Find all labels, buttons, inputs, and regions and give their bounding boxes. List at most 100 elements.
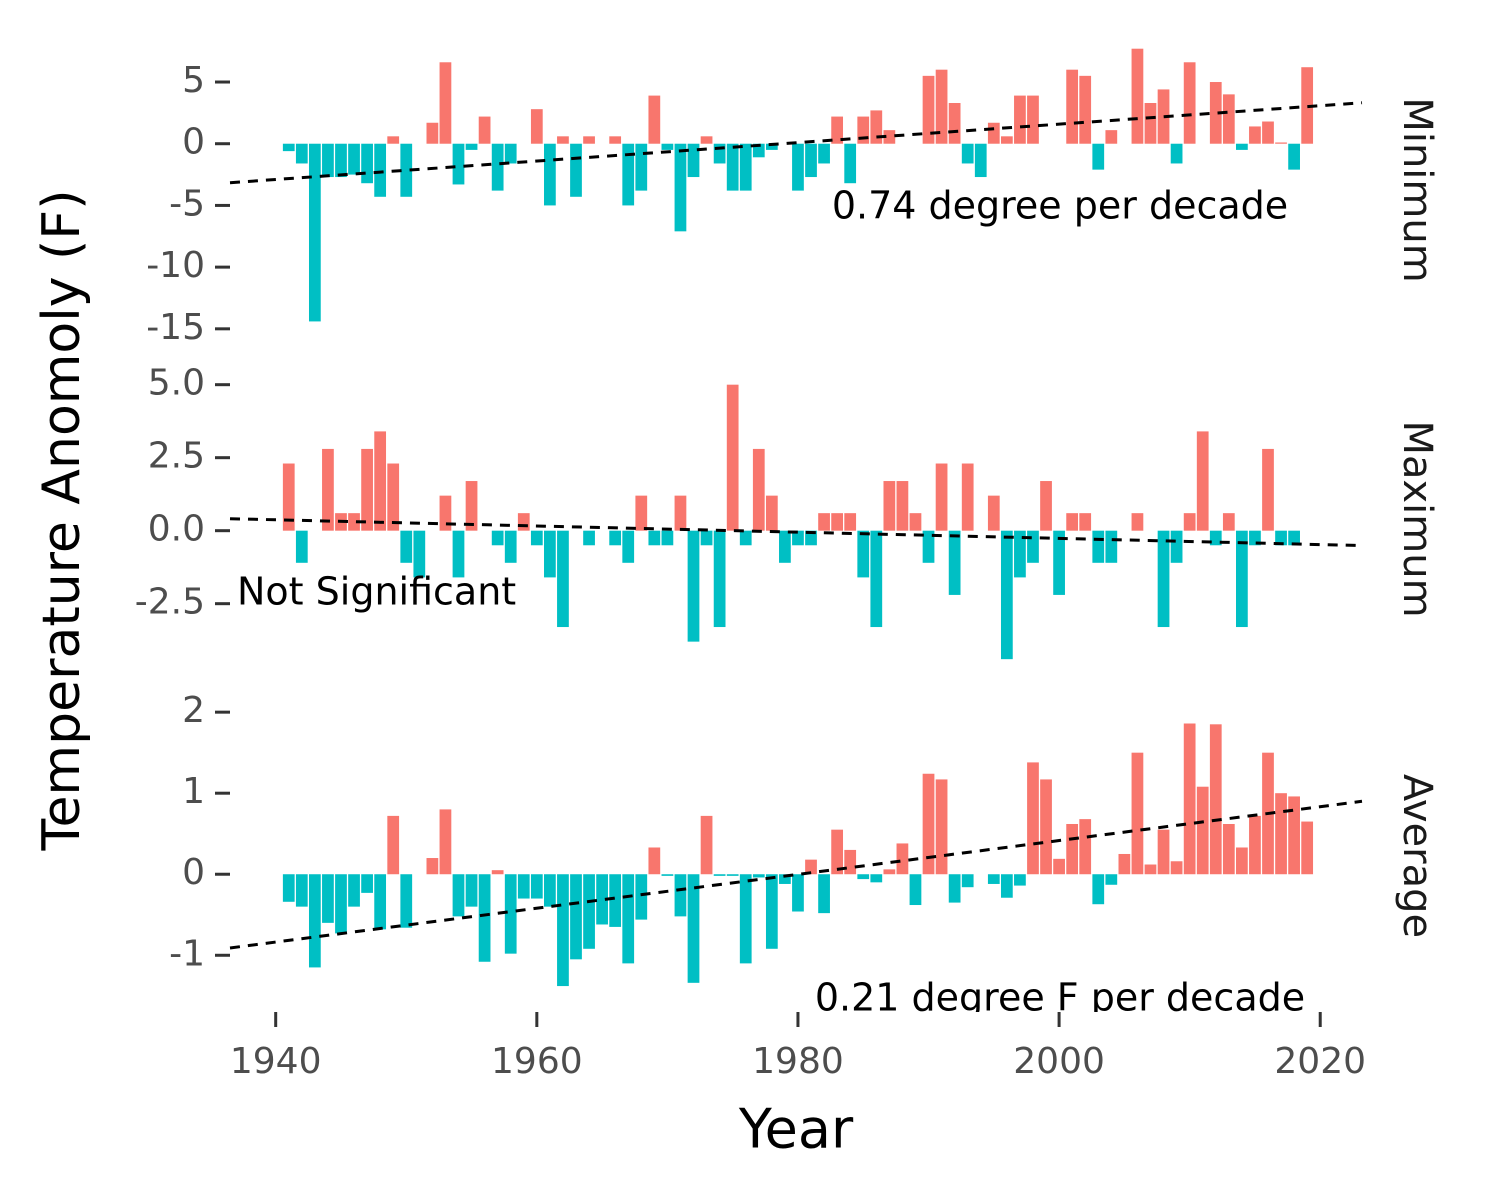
bar [439, 495, 452, 531]
bar [765, 143, 778, 150]
bar [1092, 143, 1105, 170]
bar [648, 847, 661, 875]
bar [818, 513, 830, 531]
bar [308, 143, 321, 322]
bar [1301, 67, 1314, 144]
x-tick-label: 1960 [491, 1041, 583, 1082]
facet-label: Maximum [1394, 420, 1440, 617]
bar [1040, 481, 1052, 531]
bar [400, 874, 413, 928]
bar [935, 779, 948, 875]
bar [1236, 143, 1248, 150]
bar [439, 809, 452, 875]
y-tick-label: 0 [182, 852, 205, 893]
bar [792, 143, 804, 191]
bar [517, 874, 530, 899]
bar [1027, 95, 1039, 144]
bar [282, 874, 295, 902]
bar [295, 530, 308, 563]
bar [883, 130, 896, 144]
bar [609, 874, 622, 927]
y-tick-label: 5.0 [148, 363, 205, 404]
bar [909, 874, 922, 906]
x-tick-label: 1940 [230, 1041, 322, 1082]
bar [1275, 793, 1287, 875]
bar [557, 874, 569, 987]
bar [713, 874, 726, 876]
bar [1288, 530, 1300, 546]
bar [896, 843, 909, 875]
bar [987, 495, 1000, 531]
y-tick-label: 2 [182, 690, 205, 731]
bar [635, 143, 648, 191]
bar [426, 858, 439, 875]
annotation: 0.21 degree F per decade [815, 976, 1305, 1020]
bar [322, 874, 334, 923]
bar [1118, 853, 1131, 875]
bar [335, 143, 347, 178]
bar [739, 530, 752, 546]
bar [1131, 513, 1144, 531]
bar [1209, 82, 1222, 144]
panel: Not Significant [229, 384, 1363, 660]
y-tick-label: 5 [182, 60, 205, 101]
bar [635, 874, 648, 920]
bar [961, 874, 974, 888]
bar [583, 874, 595, 949]
bar [1236, 530, 1248, 628]
bar [1170, 530, 1183, 563]
bar [792, 874, 804, 912]
bar [1222, 823, 1235, 875]
bar [1301, 821, 1314, 875]
bar [491, 870, 504, 875]
bar [752, 448, 765, 531]
bar [1249, 126, 1261, 144]
bar [713, 530, 726, 628]
panel: 0.74 degree per decade [229, 48, 1363, 322]
bar [400, 530, 413, 563]
bar [478, 116, 491, 144]
bar [857, 874, 870, 880]
bar [883, 869, 896, 875]
bar [726, 874, 739, 876]
bar [1027, 530, 1039, 563]
bar [622, 143, 635, 206]
bar [726, 384, 739, 531]
bar [661, 874, 674, 876]
bar [1053, 530, 1065, 595]
bar [1209, 530, 1222, 546]
bar [583, 530, 595, 546]
bar [805, 530, 817, 546]
bar [583, 136, 595, 144]
bar [530, 109, 543, 144]
bar [844, 143, 857, 184]
bar [1000, 874, 1013, 898]
bar [1066, 823, 1079, 875]
bar [348, 143, 360, 175]
bar [465, 481, 478, 531]
bar [1144, 864, 1157, 875]
bar [1288, 143, 1300, 170]
bar [870, 530, 883, 628]
bar [883, 481, 896, 531]
y-tick-label: 0.0 [148, 509, 205, 550]
bar [1040, 779, 1052, 875]
bar [792, 530, 804, 546]
bar [765, 874, 778, 949]
bar [818, 143, 830, 164]
bar [544, 874, 556, 907]
y-tick-label: 0 [182, 122, 205, 163]
bar [557, 136, 569, 144]
bar [465, 143, 478, 150]
bar [1209, 724, 1222, 875]
bar [413, 530, 426, 578]
bar [322, 143, 334, 178]
bar [779, 874, 791, 884]
bar [465, 874, 478, 907]
bar [387, 136, 400, 144]
bar [1000, 530, 1013, 660]
bar [674, 143, 687, 232]
bar [1275, 530, 1287, 546]
bar [491, 143, 504, 191]
